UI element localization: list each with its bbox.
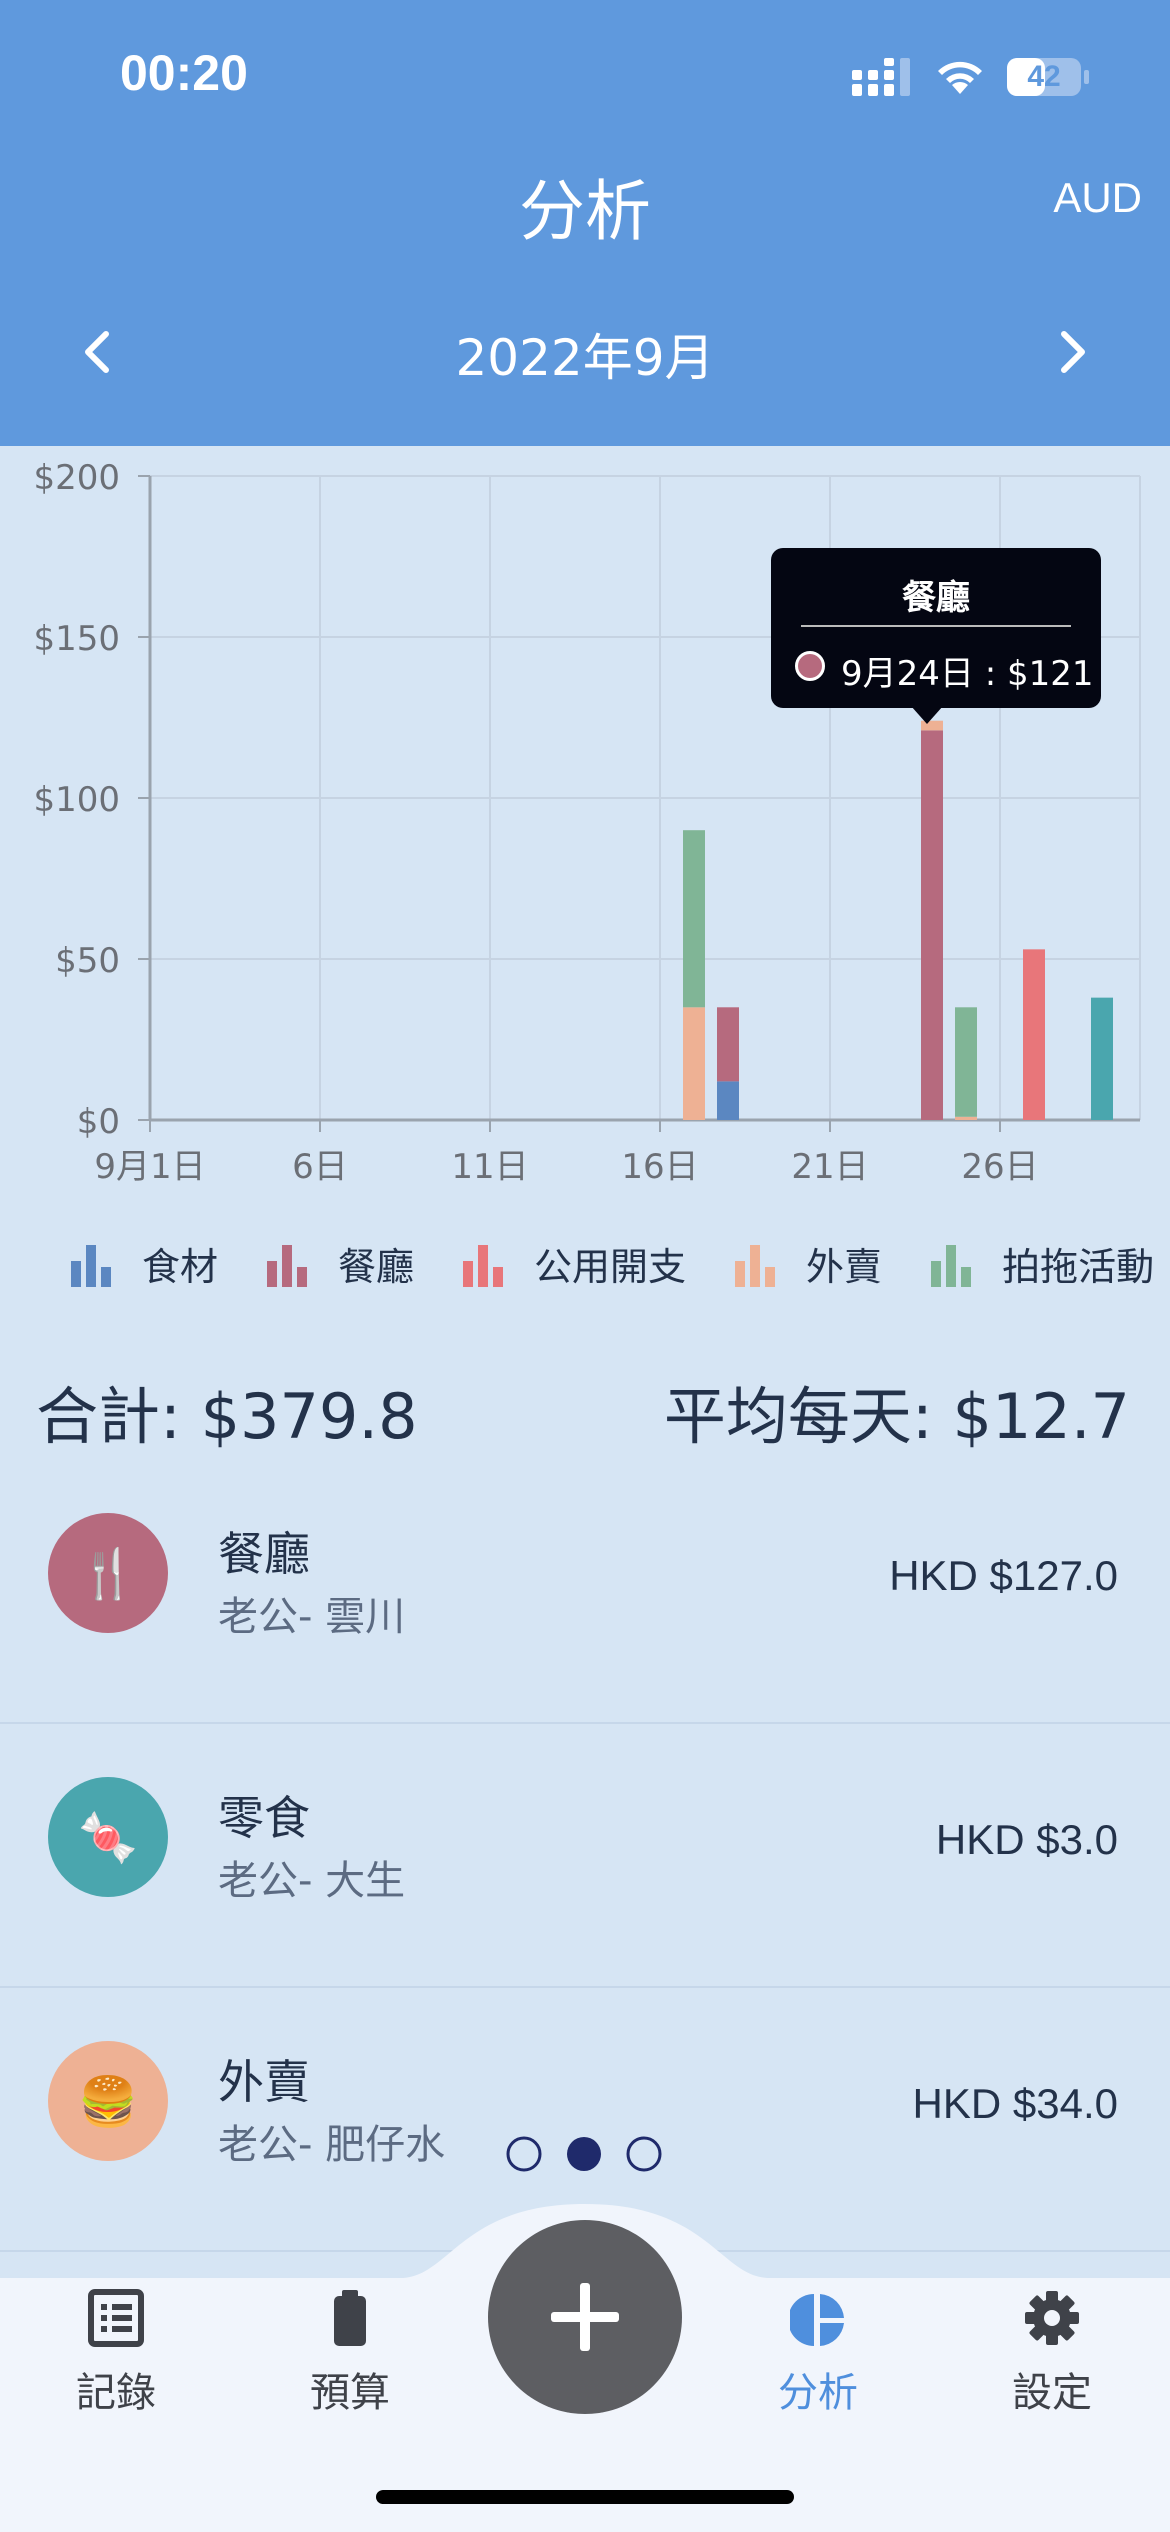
cellular-signal-icon [852, 58, 910, 96]
legend-label: 外賣 [806, 1245, 883, 1289]
wifi-icon [938, 61, 982, 94]
battery-icon [334, 2290, 366, 2346]
bar-餐廳 [717, 1007, 739, 1082]
x-tick-label: 11日 [451, 1147, 528, 1187]
x-tick-label: 9月1日 [94, 1147, 205, 1187]
tooltip-caret [911, 706, 943, 724]
legend-label: 餐廳 [338, 1245, 415, 1289]
category-restaurant-icon: 🍴 [48, 1513, 168, 1633]
list-item[interactable]: 🍴 餐廳 老公- 雲川 HKD $127.0 [0, 1460, 1170, 1724]
legend-item[interactable]: 外賣 [732, 1236, 882, 1291]
gear-icon [1025, 2291, 1079, 2345]
page-title: 分析 [519, 173, 651, 250]
list-item-amount: HKD $3.0 [935, 1816, 1118, 1863]
chart-legend: 食材 餐廳 公用開支 外賣 拍拖活動 [68, 1236, 1170, 1296]
list-item-title: 零食 [218, 1791, 310, 1845]
bar-餐廳 [921, 730, 943, 1120]
chart-tooltip: 餐廳 9月24日 : $121 [771, 548, 1101, 724]
battery-indicator: 42 [1006, 57, 1090, 97]
y-tick-label: $200 [33, 458, 120, 498]
legend-item[interactable]: 餐廳 [264, 1236, 414, 1291]
bar-外賣 [683, 1007, 705, 1120]
bar-chart-icon [735, 1244, 776, 1287]
x-tick-label: 6日 [292, 1147, 348, 1187]
list-item-amount: HKD $34.0 [912, 2080, 1118, 2127]
list-item-subtitle: 老公- 大生 [218, 1858, 406, 1904]
page-dot-active[interactable] [567, 2137, 601, 2171]
tooltip-title: 餐廳 [902, 578, 970, 618]
tab-analysis-label: 分析 [778, 2370, 858, 2416]
legend-label: 公用開支 [534, 1245, 687, 1289]
total-amount: 合計: $379.8 [36, 1380, 418, 1453]
legend-item[interactable]: 公用開支 [460, 1236, 686, 1291]
home-indicator [376, 2490, 794, 2504]
y-tick-label: $100 [33, 780, 120, 820]
header: 00:20 42 分析 AUD 2022年9月 [0, 0, 1170, 446]
previous-month-button[interactable] [72, 322, 122, 382]
list-item-title: 餐廳 [218, 1527, 310, 1581]
list-icon [88, 2289, 144, 2347]
battery-icon [1007, 58, 1089, 96]
bar-chart[interactable]: $0 $50 $100 $150 $200 9月1日 6日 11日 16日 21日 26日 [0, 446, 1170, 1206]
tab-analysis[interactable]: 分析 [718, 2288, 918, 2428]
legend-item[interactable]: 拍拖活動 [928, 1236, 1154, 1291]
category-snack-icon: 🍬 [48, 1777, 168, 1897]
bar-chart-icon [931, 1244, 972, 1287]
tooltip-divider [801, 625, 1071, 627]
bar-公用開支 [1023, 949, 1045, 1120]
list-item[interactable]: 🍬 零食 老公- 大生 HKD $3.0 [0, 1724, 1170, 1988]
bar-外賣 [921, 720, 943, 731]
x-tick-label: 26日 [961, 1147, 1038, 1187]
bar-食材 [717, 1081, 739, 1120]
legend-item[interactable]: 食材 [68, 1236, 218, 1291]
battery-level: 42 [1027, 60, 1061, 93]
legend-label: 拍拖活動 [1002, 1245, 1155, 1289]
page-indicator[interactable] [506, 2134, 666, 2174]
daily-average: 平均每天: $12.7 [663, 1380, 1130, 1453]
list-item-subtitle: 老公- 雲川 [218, 1594, 406, 1640]
tab-records[interactable]: 記錄 [16, 2288, 216, 2428]
list-item-amount: HKD $127.0 [889, 1552, 1118, 1599]
y-tick-label: $50 [55, 941, 120, 981]
next-month-button[interactable] [1048, 322, 1098, 382]
y-tick-label: $150 [33, 619, 120, 659]
page-dot[interactable] [506, 2136, 542, 2172]
tab-settings[interactable]: 設定 [952, 2288, 1152, 2428]
pie-chart-icon [790, 2294, 844, 2346]
bar-chart-icon [71, 1244, 111, 1287]
x-tick-label: 21日 [791, 1147, 868, 1187]
legend-label: 食材 [142, 1245, 219, 1289]
month-label: 2022年9月 [455, 329, 715, 387]
bar-零食 [1091, 997, 1113, 1120]
bar-拍拖活動 [955, 1007, 977, 1117]
page-dot[interactable] [626, 2136, 662, 2172]
plus-icon [551, 2283, 619, 2351]
x-tick-label: 16日 [621, 1147, 698, 1187]
tooltip-value: 9月24日 : $121 [841, 654, 1094, 694]
bar-chart-icon [463, 1244, 504, 1287]
status-time: 00:20 [120, 45, 248, 101]
tooltip-color-dot [795, 651, 825, 681]
y-tick-label: $0 [77, 1102, 120, 1142]
category-takeaway-icon: 🍔 [48, 2041, 168, 2161]
transaction-list: 🍴 餐廳 老公- 雲川 HKD $127.0 🍬 零食 老公- 大生 HKD $… [0, 1460, 1170, 2252]
bar-外賣 [955, 1116, 977, 1120]
tab-records-label: 記錄 [76, 2370, 156, 2416]
bar-拍拖活動 [683, 830, 705, 1008]
tab-budget-label: 預算 [310, 2370, 390, 2416]
add-record-button[interactable] [488, 2220, 682, 2414]
list-item-title: 外賣 [218, 2055, 310, 2109]
bar-chart-icon [267, 1244, 308, 1287]
list-item-subtitle: 老公- 肥仔水 [218, 2122, 446, 2168]
tab-budget[interactable]: 預算 [250, 2288, 450, 2428]
tab-settings-label: 設定 [1012, 2370, 1092, 2416]
currency-button[interactable]: AUD [1053, 174, 1142, 221]
